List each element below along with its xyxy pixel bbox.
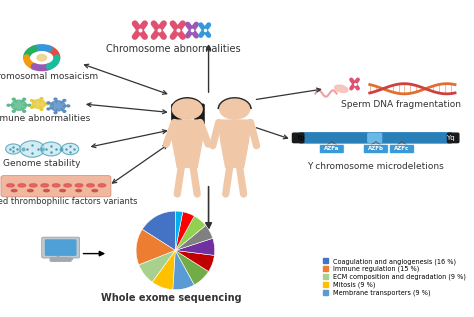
Circle shape (67, 105, 70, 107)
FancyBboxPatch shape (299, 133, 452, 143)
Ellipse shape (27, 190, 33, 192)
Ellipse shape (87, 184, 94, 187)
Circle shape (11, 100, 27, 110)
Wedge shape (175, 225, 213, 250)
Ellipse shape (11, 190, 17, 192)
Circle shape (28, 104, 31, 106)
FancyBboxPatch shape (172, 104, 181, 124)
Polygon shape (219, 120, 251, 167)
Circle shape (46, 103, 49, 105)
Text: Y chromosome microdeletions: Y chromosome microdeletions (307, 162, 444, 171)
FancyBboxPatch shape (46, 240, 76, 255)
Circle shape (12, 98, 15, 100)
Circle shape (47, 108, 50, 110)
FancyBboxPatch shape (364, 145, 388, 153)
Text: Genome stability: Genome stability (3, 158, 81, 167)
Circle shape (20, 141, 45, 157)
Text: AZFc: AZFc (394, 146, 410, 152)
Circle shape (40, 98, 43, 100)
Text: AZFa: AZFa (324, 146, 339, 152)
Wedge shape (139, 250, 175, 282)
FancyBboxPatch shape (447, 133, 459, 143)
Circle shape (12, 110, 15, 112)
Circle shape (30, 107, 33, 108)
Ellipse shape (60, 190, 65, 192)
Circle shape (63, 100, 66, 101)
Wedge shape (175, 216, 206, 250)
Ellipse shape (41, 184, 48, 187)
Circle shape (50, 101, 65, 111)
Circle shape (6, 144, 21, 154)
Wedge shape (175, 250, 214, 271)
Circle shape (172, 98, 203, 119)
Wedge shape (175, 211, 183, 250)
FancyBboxPatch shape (1, 176, 111, 197)
Ellipse shape (98, 184, 106, 187)
Legend: Coagulation and angiogenesis (16 %), Immune regulation (15 %), ECM composition a: Coagulation and angiogenesis (16 %), Imm… (323, 258, 466, 296)
FancyBboxPatch shape (368, 133, 382, 142)
FancyBboxPatch shape (42, 237, 80, 258)
Circle shape (219, 99, 249, 119)
Circle shape (32, 100, 46, 108)
Wedge shape (142, 211, 175, 250)
FancyBboxPatch shape (292, 133, 304, 143)
Ellipse shape (76, 190, 82, 192)
Text: Yp: Yp (296, 135, 305, 141)
Text: Chromosome abnormalities: Chromosome abnormalities (106, 44, 240, 54)
Polygon shape (173, 120, 202, 167)
Ellipse shape (29, 184, 37, 187)
Circle shape (40, 108, 43, 110)
Circle shape (23, 98, 26, 100)
Text: Chromosomal mosaicism: Chromosomal mosaicism (0, 72, 98, 81)
Circle shape (62, 143, 79, 155)
Ellipse shape (52, 184, 60, 187)
Circle shape (54, 98, 57, 100)
Circle shape (54, 112, 57, 113)
Text: Whole exome sequencing: Whole exome sequencing (101, 293, 242, 303)
Wedge shape (175, 212, 194, 250)
Text: Immune abnormalities: Immune abnormalities (0, 114, 90, 123)
Ellipse shape (75, 184, 83, 187)
Ellipse shape (18, 184, 26, 187)
Ellipse shape (44, 190, 49, 192)
Circle shape (30, 100, 33, 101)
Circle shape (63, 110, 66, 112)
FancyBboxPatch shape (319, 145, 344, 153)
Text: Yq: Yq (447, 135, 455, 141)
Circle shape (47, 102, 50, 104)
Text: AZFb: AZFb (368, 146, 384, 152)
Wedge shape (152, 250, 175, 290)
Circle shape (41, 142, 62, 156)
Ellipse shape (92, 190, 98, 192)
Circle shape (23, 110, 26, 112)
Wedge shape (175, 238, 215, 256)
Text: Inherited thrombophilic factors variants: Inherited thrombophilic factors variants (0, 197, 138, 206)
Circle shape (37, 55, 46, 61)
FancyBboxPatch shape (195, 104, 204, 124)
Ellipse shape (335, 85, 348, 92)
Ellipse shape (7, 184, 14, 187)
Ellipse shape (64, 184, 72, 187)
Wedge shape (175, 250, 209, 285)
Circle shape (7, 104, 10, 106)
Wedge shape (136, 230, 175, 265)
Wedge shape (173, 250, 194, 290)
FancyBboxPatch shape (50, 258, 71, 261)
Text: Sperm DNA fragmentation: Sperm DNA fragmentation (340, 100, 461, 109)
Circle shape (173, 99, 202, 119)
FancyBboxPatch shape (390, 145, 414, 153)
